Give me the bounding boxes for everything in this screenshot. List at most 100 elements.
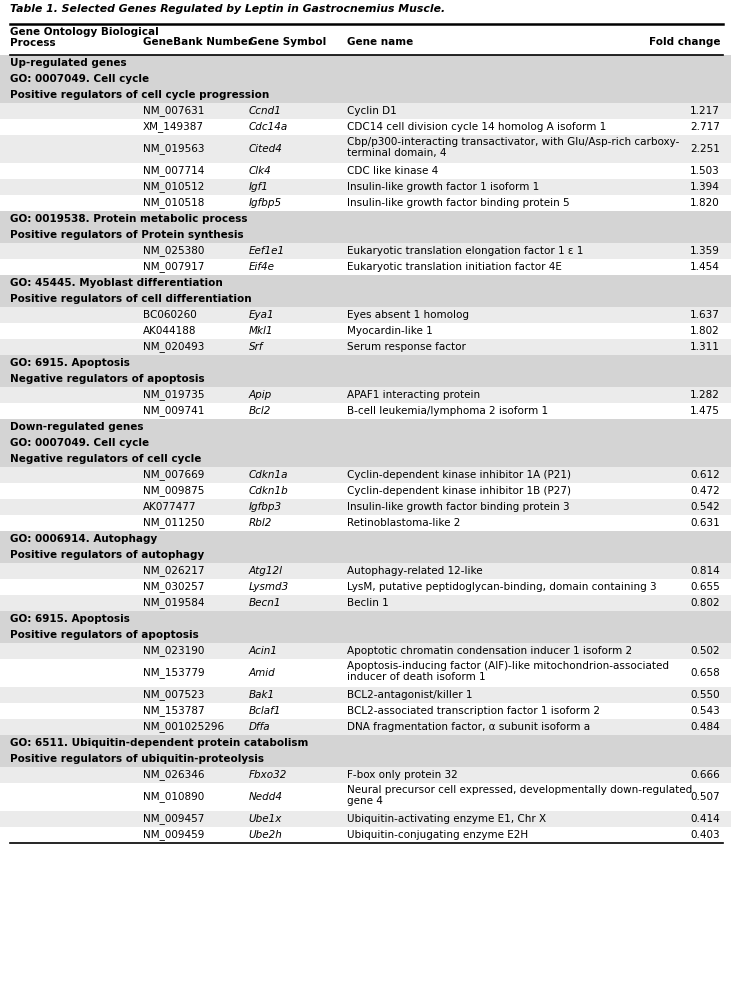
Text: F-box only protein 32: F-box only protein 32 (347, 770, 458, 780)
Text: NM_011250: NM_011250 (143, 517, 204, 528)
Text: NM_025380: NM_025380 (143, 245, 204, 256)
Text: Lysmd3: Lysmd3 (249, 582, 289, 592)
Text: NM_007714: NM_007714 (143, 166, 204, 176)
Text: BCL2-associated transcription factor 1 isoform 2: BCL2-associated transcription factor 1 i… (347, 706, 600, 716)
Text: GO: 0007049. Cell cycle: GO: 0007049. Cell cycle (10, 74, 148, 84)
Text: NM_007631: NM_007631 (143, 106, 204, 117)
Text: 0.543: 0.543 (690, 706, 720, 716)
Text: Insulin-like growth factor binding protein 5: Insulin-like growth factor binding prote… (347, 198, 570, 208)
Bar (0, 827, 731, 843)
Text: 0.655: 0.655 (690, 582, 720, 592)
Text: Amid: Amid (249, 668, 276, 678)
Text: 1.217: 1.217 (690, 106, 720, 116)
Bar (0, 735, 731, 751)
Text: NM_026346: NM_026346 (143, 770, 204, 781)
Bar (0, 307, 731, 323)
Text: Neural precursor cell expressed, developmentally down-regulated: Neural precursor cell expressed, develop… (347, 785, 692, 795)
Text: 1.802: 1.802 (690, 326, 720, 336)
Text: 0.484: 0.484 (690, 722, 720, 732)
Text: 0.631: 0.631 (690, 518, 720, 528)
Text: Fbxo32: Fbxo32 (249, 770, 287, 780)
Text: 0.472: 0.472 (690, 486, 720, 496)
Text: NM_007523: NM_007523 (143, 690, 204, 701)
Bar (0, 403, 731, 419)
Text: Eya1: Eya1 (249, 310, 274, 320)
Text: NM_010512: NM_010512 (143, 181, 204, 192)
Text: NM_001025296: NM_001025296 (143, 722, 224, 733)
Bar (0, 627, 731, 643)
Text: Negative regulators of apoptosis: Negative regulators of apoptosis (10, 374, 204, 384)
Text: NM_007669: NM_007669 (143, 470, 204, 481)
Text: 0.403: 0.403 (690, 830, 720, 840)
Text: inducer of death isoform 1: inducer of death isoform 1 (347, 672, 486, 682)
Text: 2.717: 2.717 (690, 122, 720, 132)
Bar (0, 227, 731, 243)
Bar (0, 483, 731, 499)
Bar (0, 451, 731, 467)
Bar (0, 87, 731, 103)
Text: Cyclin-dependent kinase inhibitor 1B (P27): Cyclin-dependent kinase inhibitor 1B (P2… (347, 486, 571, 496)
Text: Myocardin-like 1: Myocardin-like 1 (347, 326, 433, 336)
Bar (0, 371, 731, 387)
Text: NM_023190: NM_023190 (143, 645, 204, 656)
Text: GO: 0007049. Cell cycle: GO: 0007049. Cell cycle (10, 438, 148, 448)
Text: Apip: Apip (249, 390, 272, 400)
Bar (0, 55, 731, 71)
Text: 0.414: 0.414 (690, 814, 720, 824)
Text: GO: 0019538. Protein metabolic process: GO: 0019538. Protein metabolic process (10, 214, 247, 224)
Text: 1.359: 1.359 (690, 246, 720, 256)
Bar (0, 339, 731, 355)
Text: Eif4e: Eif4e (249, 262, 275, 272)
Text: Cyclin-dependent kinase inhibitor 1A (P21): Cyclin-dependent kinase inhibitor 1A (P2… (347, 470, 571, 480)
Bar (0, 687, 731, 703)
Text: 1.503: 1.503 (690, 166, 720, 176)
Text: 0.550: 0.550 (690, 690, 720, 700)
Text: GeneBank Number: GeneBank Number (143, 37, 252, 47)
Text: Dffa: Dffa (249, 722, 270, 732)
Text: NM_009457: NM_009457 (143, 814, 204, 825)
Bar (0, 387, 731, 403)
Text: Positive regulators of ubiquitin-proteolysis: Positive regulators of ubiquitin-proteol… (10, 754, 263, 764)
Text: Cbp/p300-interacting transactivator, with Glu/Asp-rich carboxy-: Cbp/p300-interacting transactivator, wit… (347, 137, 680, 147)
Text: NM_030257: NM_030257 (143, 581, 204, 592)
Text: Becn1: Becn1 (249, 598, 281, 608)
Bar (0, 703, 731, 719)
Text: 1.394: 1.394 (690, 182, 720, 192)
Text: Igfbp5: Igfbp5 (249, 198, 281, 208)
Text: NM_153779: NM_153779 (143, 668, 204, 678)
Text: Ube1x: Ube1x (249, 814, 282, 824)
Bar (0, 467, 731, 483)
Text: NM_019563: NM_019563 (143, 144, 204, 155)
Text: 1.311: 1.311 (690, 342, 720, 352)
Text: Mkl1: Mkl1 (249, 326, 273, 336)
Bar (0, 659, 731, 687)
Text: NM_020493: NM_020493 (143, 342, 204, 353)
Text: gene 4: gene 4 (347, 796, 383, 806)
Text: NM_009459: NM_009459 (143, 830, 204, 840)
Text: APAF1 interacting protein: APAF1 interacting protein (347, 390, 480, 400)
Text: Acin1: Acin1 (249, 646, 278, 656)
Text: NM_009875: NM_009875 (143, 486, 204, 497)
Bar (0, 103, 731, 119)
Text: NM_026217: NM_026217 (143, 565, 204, 576)
Bar (0, 563, 731, 579)
Text: Negative regulators of cell cycle: Negative regulators of cell cycle (10, 454, 201, 464)
Text: 0.502: 0.502 (690, 646, 720, 656)
Text: NM_010890: NM_010890 (143, 792, 204, 803)
Bar (0, 531, 731, 547)
Text: Clk4: Clk4 (249, 166, 271, 176)
Text: 0.802: 0.802 (690, 598, 720, 608)
Text: 1.282: 1.282 (690, 390, 720, 400)
Text: Cdkn1b: Cdkn1b (249, 486, 288, 496)
Text: Atg12l: Atg12l (249, 566, 283, 576)
Text: Up-regulated genes: Up-regulated genes (10, 58, 126, 68)
Text: Down-regulated genes: Down-regulated genes (10, 422, 143, 432)
Text: NM_153787: NM_153787 (143, 706, 204, 717)
Text: Process: Process (10, 38, 55, 48)
Text: 2.251: 2.251 (690, 144, 720, 154)
Text: Cyclin D1: Cyclin D1 (347, 106, 397, 116)
Text: Ubiquitin-activating enzyme E1, Chr X: Ubiquitin-activating enzyme E1, Chr X (347, 814, 546, 824)
Text: 0.658: 0.658 (690, 668, 720, 678)
Text: Bcl2: Bcl2 (249, 406, 271, 416)
Text: Ubiquitin-conjugating enzyme E2H: Ubiquitin-conjugating enzyme E2H (347, 830, 529, 840)
